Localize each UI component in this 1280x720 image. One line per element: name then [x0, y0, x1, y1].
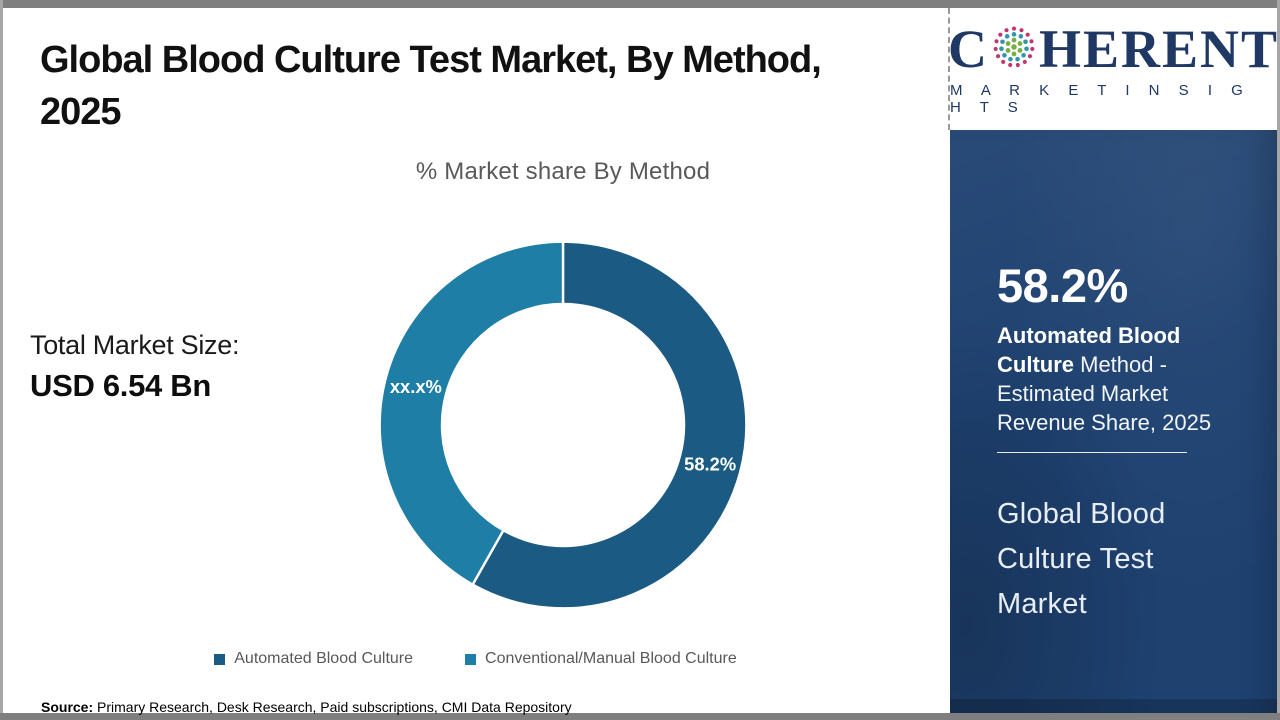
legend-label: Automated Blood Culture	[234, 650, 414, 667]
globe-dot	[1025, 32, 1030, 37]
globe-dot	[1008, 56, 1013, 62]
brand-logo-area: C HERENT M A R K E T I N S I G H T S	[948, 8, 1277, 130]
frame-top-bar	[0, 0, 1280, 8]
globe-dot	[1011, 51, 1017, 57]
globe-dot	[1005, 48, 1011, 53]
sidebar-market-title: Global Blood Culture Test Market	[997, 498, 1166, 620]
source-line: Source: Primary Research, Desk Research,…	[41, 699, 572, 715]
globe-dot	[994, 39, 999, 44]
donut-segment	[471, 240, 748, 610]
globe-dot	[1027, 54, 1032, 59]
legend-item: Conventional/Manual Blood Culture	[465, 650, 737, 668]
globe-dot	[1004, 28, 1009, 33]
globe-dot	[1021, 52, 1026, 58]
globe-dot	[1029, 39, 1034, 44]
brand-subtitle: M A R K E T I N S I G H T S	[950, 82, 1251, 116]
globe-dot	[1001, 59, 1006, 64]
globe-dot	[1011, 32, 1017, 37]
globe-dots-icon	[993, 26, 1035, 68]
page-title-line2: 2025	[40, 91, 122, 133]
globe-dot	[1002, 52, 1007, 58]
stat-description: Automated Blood Culture Method - Estimat…	[997, 321, 1259, 437]
globe-dot	[1008, 62, 1013, 68]
globe-dot	[1024, 46, 1029, 52]
frame-left-border	[0, 0, 3, 720]
legend-swatch-icon	[214, 653, 226, 665]
legend-label: Conventional/Manual Blood Culture	[485, 650, 737, 667]
donut-chart: 58.2% xx.x%	[370, 232, 756, 618]
brand-prefix: C	[947, 19, 989, 79]
globe-dot	[1004, 34, 1010, 39]
sidebar-divider	[997, 452, 1187, 453]
chart-column: % Market share By Method	[253, 158, 873, 186]
page-title: Global Blood Culture Test Market, By Met…	[40, 34, 920, 138]
brand-suffix: HERENT	[1038, 19, 1280, 79]
globe-dot	[1017, 48, 1023, 53]
slice-label: 58.2%	[684, 454, 736, 475]
total-market-value: USD 6.54 Bn	[30, 368, 212, 403]
globe-dot	[1030, 46, 1035, 51]
sidebar-stat-block: 58.2% Automated Blood Culture Method - E…	[997, 258, 1259, 437]
globe-dot	[993, 46, 998, 51]
legend-swatch-icon	[465, 653, 477, 665]
brand-logo: C HERENT	[948, 22, 1279, 76]
page-title-line1: Global Blood Culture Test Market, By Met…	[40, 39, 822, 81]
globe-dot	[1005, 41, 1011, 46]
slice-label: xx.x%	[390, 376, 442, 397]
frame-bottom-bar	[0, 713, 1280, 720]
main-content-area: Global Blood Culture Test Market, By Met…	[3, 8, 948, 715]
globe-dot	[1011, 37, 1017, 43]
sidebar-panel: 58.2% Automated Blood Culture Method - E…	[950, 130, 1277, 713]
globe-dot	[998, 32, 1003, 37]
stat-description-bold: Automated Blood Culture	[997, 323, 1181, 377]
globe-dot	[1011, 44, 1017, 50]
globe-dot	[1019, 28, 1024, 33]
source-label: Source:	[41, 699, 94, 715]
chart-legend: Automated Blood Culture Conventional/Manu…	[3, 650, 948, 668]
donut-segment	[378, 240, 565, 587]
chart-subtitle: % Market share By Method	[415, 158, 711, 185]
globe-dot	[995, 54, 1001, 59]
source-text: Primary Research, Desk Research, Paid su…	[93, 699, 572, 715]
globe-dot	[1000, 39, 1005, 45]
globe-dot	[1015, 56, 1020, 62]
stat-description-rest: Method - Estimated Market Revenue Share,…	[997, 352, 1212, 435]
globe-dot	[999, 46, 1004, 52]
total-market-block: Total Market Size: USD 6.54 Bn	[30, 330, 239, 404]
total-market-label: Total Market Size:	[30, 330, 240, 360]
globe-dot	[1022, 59, 1027, 64]
frame-right-border	[1277, 0, 1280, 720]
globe-dot	[1023, 39, 1028, 45]
legend-item: Automated Blood Culture	[214, 650, 413, 668]
donut-chart-svg: 58.2% xx.x%	[378, 240, 748, 610]
globe-dot	[1017, 41, 1023, 46]
globe-dot	[1015, 62, 1020, 68]
stat-value: 58.2%	[997, 259, 1128, 312]
globe-dot	[1018, 34, 1024, 39]
globe-dot	[1011, 26, 1017, 31]
